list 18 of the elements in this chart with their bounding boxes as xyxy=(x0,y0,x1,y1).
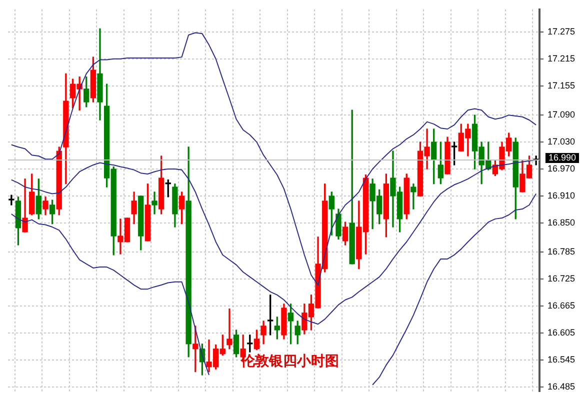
y-tick-label: 17.090 xyxy=(547,110,576,120)
y-tick-label: 16.785 xyxy=(547,246,576,257)
y-tick-label: 16.725 xyxy=(547,274,576,284)
y-tick-label: 17.155 xyxy=(547,80,576,90)
y-tick-label: 17.030 xyxy=(547,136,576,147)
y-tick-label: 17.275 xyxy=(547,26,576,36)
y-tick-label: 17.215 xyxy=(547,53,576,64)
y-tick-label: 16.665 xyxy=(547,300,576,311)
candlestick xyxy=(226,308,232,350)
y-tick-label: 16.485 xyxy=(547,382,576,392)
y-tick-label: 16.910 xyxy=(547,190,576,200)
candlestick xyxy=(152,192,158,214)
y-tick-label: 16.850 xyxy=(547,217,576,228)
y-tick-label: 16.605 xyxy=(547,328,576,338)
annotation: 伦敦银四小时图 xyxy=(240,352,339,370)
y-tick-label: 16.970 xyxy=(547,164,576,174)
ref-line-label: 16.990 xyxy=(548,152,576,163)
y-tick-label: 16.545 xyxy=(547,354,576,365)
